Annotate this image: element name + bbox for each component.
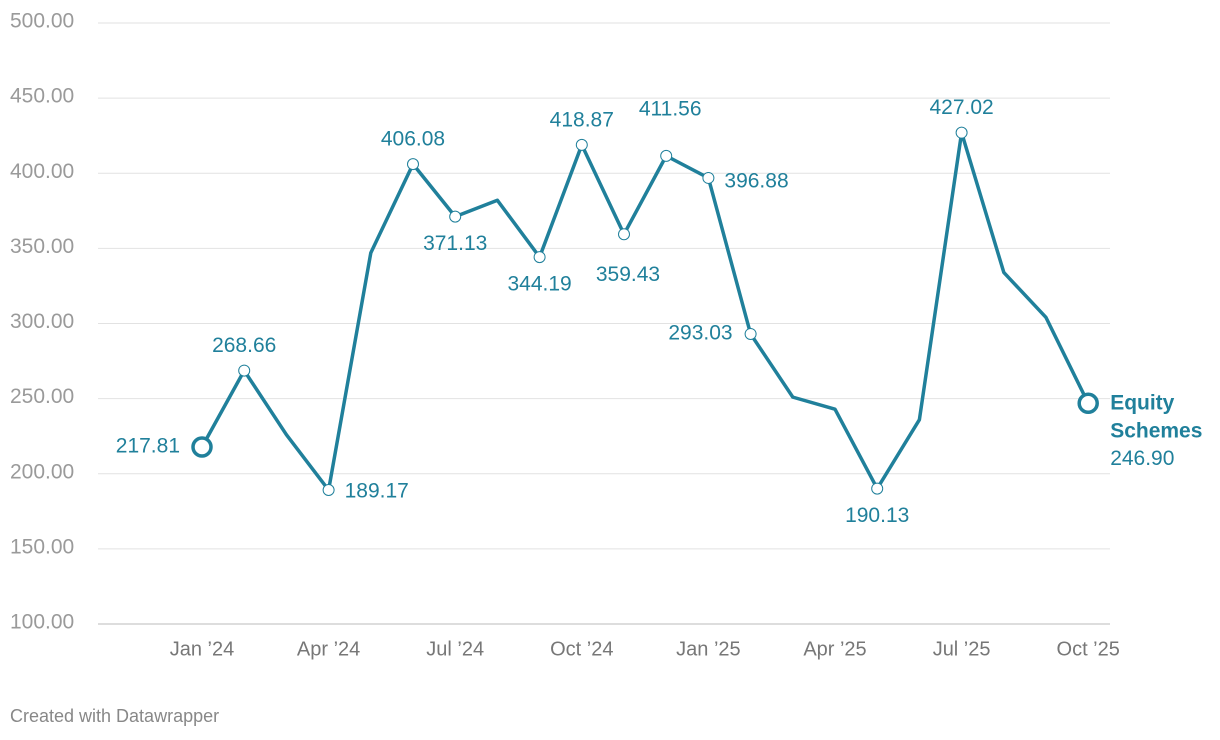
series-label: Equity Schemes: [1110, 391, 1202, 442]
x-tick-label: Oct ’25: [1057, 638, 1120, 660]
point-marker: [871, 482, 884, 495]
data-label: 359.43: [596, 263, 660, 286]
y-tick-label: 350.00: [10, 235, 74, 258]
data-label: 427.02: [929, 96, 993, 119]
y-tick-label: 400.00: [10, 160, 74, 183]
y-tick-label: 300.00: [10, 310, 74, 333]
y-tick-label: 500.00: [10, 10, 74, 33]
x-tick-label: Jan ’25: [676, 638, 741, 660]
point-marker: [191, 436, 213, 458]
data-label: 217.81: [116, 435, 180, 458]
point-marker: [575, 138, 588, 151]
x-tick-label: Jan ’24: [170, 638, 235, 660]
data-label: 268.66: [212, 334, 276, 357]
x-tick-label: Apr ’24: [297, 638, 360, 660]
data-label: 371.13: [423, 232, 487, 255]
credit: Created with Datawrapper: [10, 706, 219, 726]
x-tick-label: Jul ’25: [933, 638, 991, 660]
data-label: 246.90: [1110, 447, 1174, 470]
data-label: 411.56: [639, 97, 702, 120]
point-marker: [660, 149, 673, 162]
point-marker: [955, 126, 968, 139]
y-tick-label: 150.00: [10, 535, 74, 558]
y-tick-label: 100.00: [10, 611, 74, 634]
data-label: 418.87: [550, 108, 614, 131]
data-label: 406.08: [381, 128, 445, 151]
series-label-line: Equity: [1110, 391, 1174, 414]
data-label: 189.17: [345, 480, 409, 503]
point-marker: [618, 228, 630, 241]
y-tick-label: 450.00: [10, 85, 74, 108]
point-marker: [449, 210, 462, 223]
series-label-line: Schemes: [1110, 419, 1202, 442]
x-tick-label: Jul ’24: [426, 638, 484, 660]
x-tick-label: Apr ’25: [803, 638, 866, 660]
x-tick-label: Oct ’24: [550, 638, 613, 660]
point-marker: [744, 327, 757, 340]
data-label: 293.03: [668, 322, 732, 345]
point-marker: [1077, 392, 1099, 415]
y-tick-label: 200.00: [10, 460, 74, 483]
point-marker: [407, 158, 419, 171]
data-label: 344.19: [507, 273, 571, 296]
point-marker: [238, 364, 251, 377]
point-marker: [322, 484, 335, 497]
series-line: [200, 130, 1090, 492]
point-marker: [702, 171, 715, 184]
data-label: 396.88: [724, 169, 788, 192]
data-label: 190.13: [845, 504, 909, 527]
point-marker: [533, 251, 546, 264]
y-tick-label: 250.00: [10, 385, 74, 408]
